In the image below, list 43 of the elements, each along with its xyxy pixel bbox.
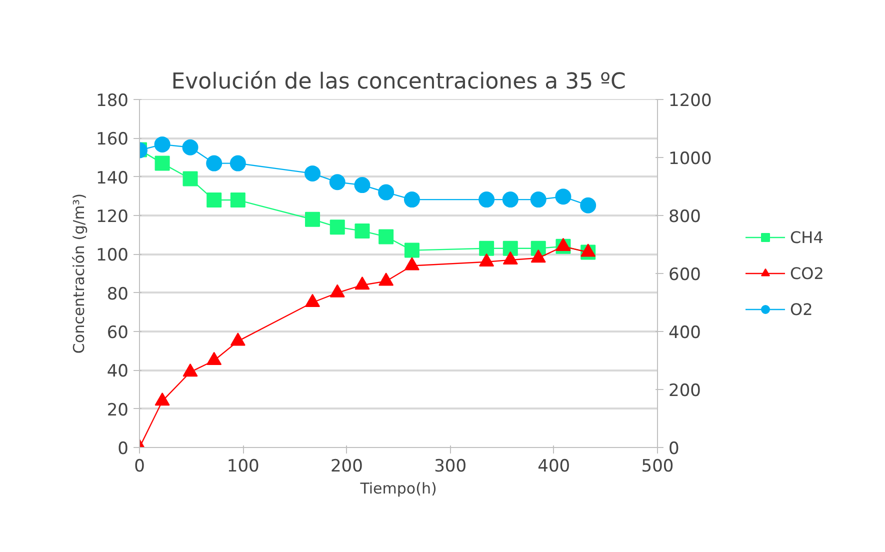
legend-label: O2 [790,300,813,318]
y-tick-label: 40 [106,362,129,382]
y-tick-label: 60 [106,323,129,343]
point [304,165,321,182]
y-tick-label: 20 [106,400,129,420]
y2-tick-label: 600 [668,265,701,285]
x-tick-label: 500 [641,456,674,476]
point [230,155,246,172]
y-tick-label: 0 [118,439,129,459]
y2-tick-label: 0 [668,439,680,459]
x-tick-label: 300 [434,456,467,476]
y2-tick-label: 800 [668,207,701,227]
x-tick-label: 0 [134,456,145,476]
x-tick-label: 100 [226,456,260,476]
x-axis-title: Tiempo(h) [359,480,437,498]
y-tick-label: 140 [96,168,129,188]
point [478,192,495,208]
y-tick-label: 180 [96,91,129,111]
point [329,174,346,190]
x-tick-label: 400 [538,456,570,476]
point [354,177,370,194]
point [154,136,170,152]
chart-title: Evolución de las concentraciones a 35 ºC [171,70,626,94]
y-tick-label: 120 [96,207,129,227]
legend-label: CO2 [790,264,824,282]
y2-tick-label: 1200 [668,91,712,111]
y-tick-label: 100 [96,246,129,266]
y2-tick-label: 200 [668,381,701,401]
x-tick-label: 200 [330,456,363,476]
y2-tick-label: 400 [668,323,701,343]
y-tick-label: 160 [96,130,129,150]
legend-label: CH4 [790,228,824,246]
point [555,188,572,205]
y-axis-title: Concentración (g/m³) [70,193,88,354]
point [404,192,420,208]
point [580,197,596,214]
y2-tick-label: 1000 [668,149,712,169]
point [206,155,222,172]
point [530,192,546,208]
y-tick-label: 80 [106,284,129,304]
point [182,139,198,156]
point [378,184,394,200]
point [502,192,518,208]
